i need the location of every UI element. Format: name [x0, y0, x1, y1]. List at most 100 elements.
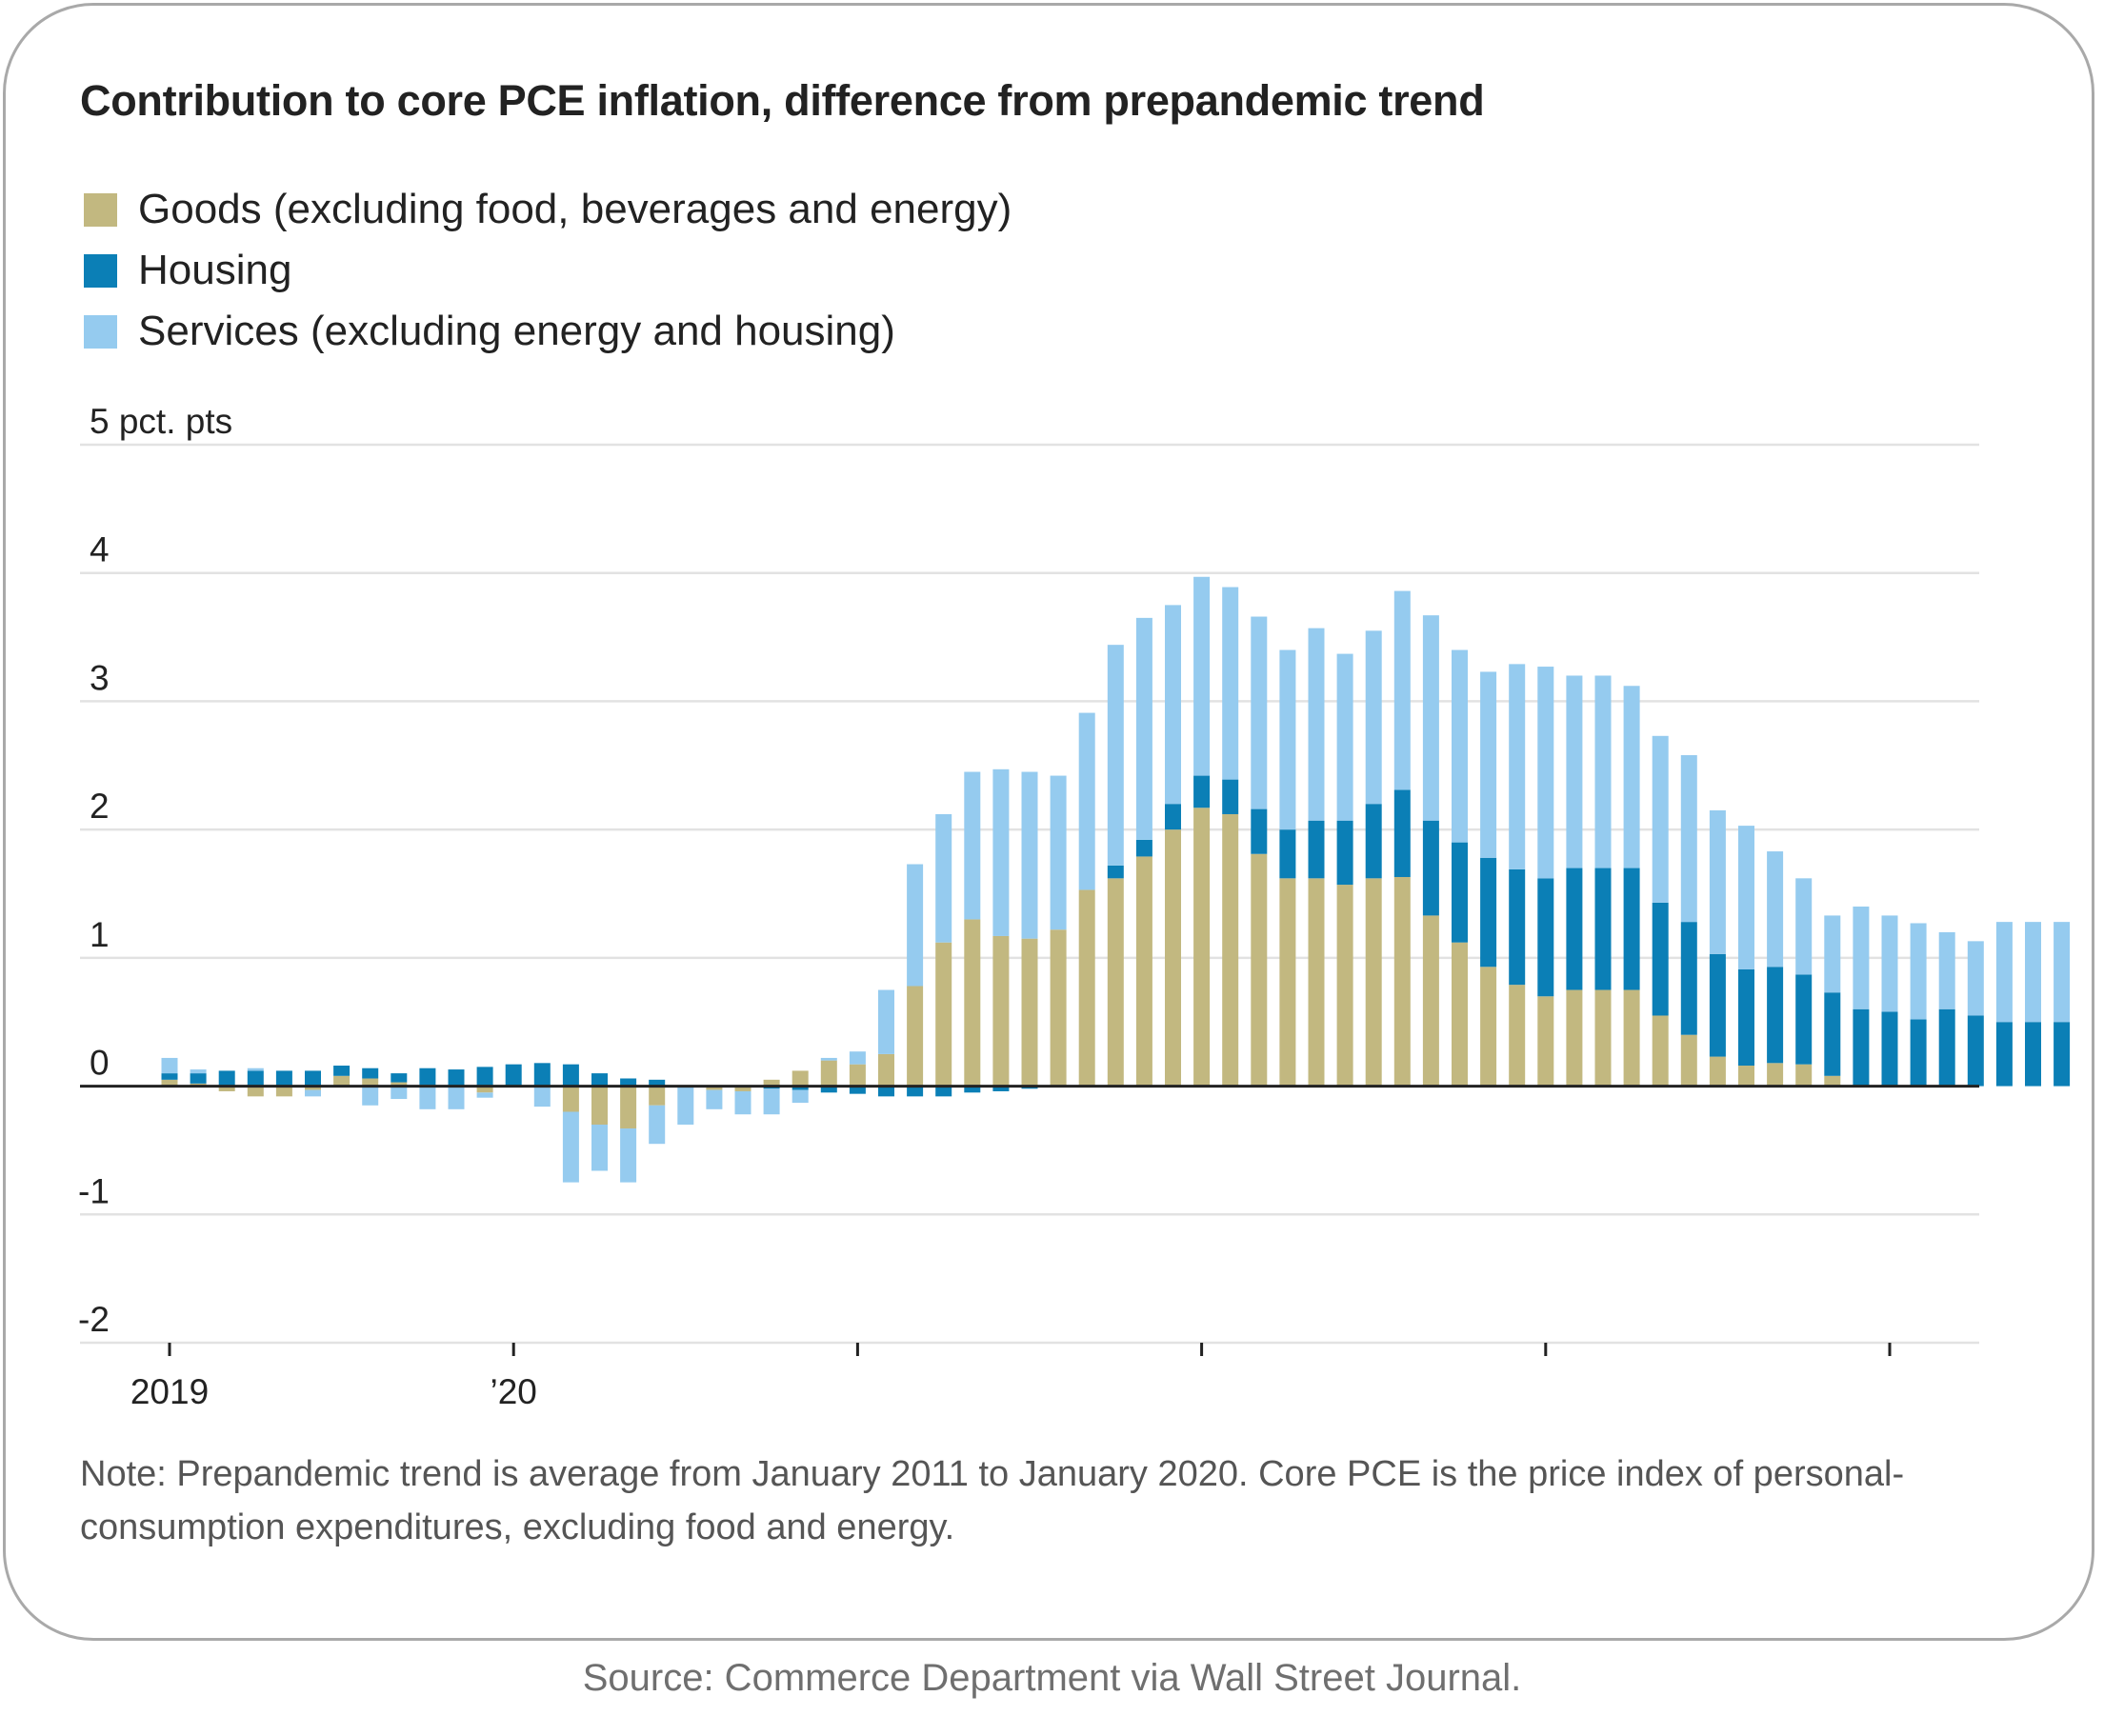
bar-segment [448, 1086, 465, 1109]
bar-segment [620, 1086, 637, 1129]
bar-segment [419, 1068, 436, 1086]
x-tick-label: 2019 [130, 1372, 209, 1411]
bar-segment [706, 1086, 723, 1090]
bar-segment [505, 1064, 522, 1087]
bar-segment [1853, 1008, 1870, 1087]
legend-label-services: Services (excluding energy and housing) [138, 308, 895, 354]
bar-segment [1336, 820, 1353, 886]
bar-segment [362, 1068, 379, 1079]
bar-segment [849, 1064, 866, 1087]
bar-segment [1680, 922, 1697, 1035]
bar-segment [1308, 820, 1325, 879]
bar-segment [1938, 1008, 1955, 1087]
bar-segment [1680, 1034, 1697, 1087]
legend: Goods (excluding food, beverages and ene… [84, 179, 1012, 362]
bar-segment [1452, 649, 1468, 843]
bar-segment [907, 1086, 924, 1097]
bar-segment [1251, 616, 1268, 809]
bar-segment [1853, 906, 1870, 1009]
bar-segment [1566, 989, 1583, 1087]
bar-segment [620, 1078, 637, 1087]
bar-segment [1594, 868, 1612, 990]
bar-segment [247, 1070, 264, 1087]
bar-segment [1824, 992, 1841, 1076]
legend-label-housing: Housing [138, 247, 292, 293]
bar-segment [1480, 967, 1497, 1087]
bar-segment [1824, 1075, 1841, 1087]
bar-segment [1251, 808, 1268, 854]
bar-segment [1021, 938, 1038, 1087]
bar-segment [1594, 675, 1612, 868]
bar-segment [1623, 989, 1640, 1087]
bar-segment [878, 989, 894, 1054]
bar-segment [419, 1086, 436, 1109]
x-tick-label: ’20 [491, 1372, 537, 1411]
bar-segment [2054, 1022, 2071, 1087]
bar-segment [1709, 1056, 1726, 1087]
legend-swatch-goods [84, 192, 117, 227]
bar-segment [964, 1086, 981, 1093]
bar-segment [1308, 628, 1325, 821]
y-tick-label: 2 [90, 787, 110, 826]
bar-segment [992, 935, 1010, 1087]
bar-segment [1452, 842, 1468, 943]
bar-segment [1393, 876, 1411, 1087]
bar-segment [907, 864, 924, 987]
bar-segment [1709, 809, 1726, 954]
bar-segment [1795, 1064, 1813, 1087]
bar-segment [161, 1073, 178, 1080]
bar-segment [620, 1128, 637, 1183]
bar-segment [1910, 923, 1927, 1020]
bar-segment [1566, 675, 1583, 868]
bar-segment [964, 919, 981, 1087]
bar-segment [1767, 967, 1784, 1064]
bar-segment [1537, 667, 1554, 879]
bar-segment [1767, 1063, 1784, 1087]
bar-segment [218, 1086, 235, 1091]
bar-segment [1537, 878, 1554, 997]
legend-item-services: Services (excluding energy and housing) [84, 301, 1012, 362]
bar-segment [1107, 878, 1124, 1087]
bar-segment [1078, 712, 1095, 890]
bar-segment [763, 1088, 780, 1115]
bar-segment [591, 1124, 608, 1171]
y-tick-label: -1 [78, 1171, 110, 1210]
bar-segment [1767, 851, 1784, 968]
bar-segment [649, 1105, 666, 1145]
y-tick-label: 0 [90, 1044, 110, 1083]
bar-segment [1480, 857, 1497, 968]
source-credit: Source: Commerce Department via Wall Str… [582, 1657, 1522, 1699]
bar-segment [1995, 922, 2013, 1023]
bar-segment [1995, 1022, 2013, 1087]
bar-segment [391, 1086, 408, 1100]
bar-segment [275, 1070, 292, 1087]
stacked-bar-chart: 5 pct. pts 4 3 2 1 0 -1 -2 2019 ’20 [78, 402, 2071, 1411]
bar-segment [1452, 942, 1468, 1087]
bar-segment [1537, 996, 1554, 1087]
y-tick-label: 1 [90, 915, 110, 954]
bar-segment [2025, 1022, 2041, 1087]
bar-segment [792, 1089, 809, 1104]
bar-segment [734, 1086, 751, 1091]
bar-segment [820, 1057, 837, 1061]
legend-item-housing: Housing [84, 240, 1012, 301]
bar-segment [1738, 968, 1754, 1067]
bar-segment [1165, 829, 1181, 1087]
bar-segment [1365, 804, 1382, 879]
legend-swatch-housing [84, 253, 117, 288]
bar-segment [820, 1060, 837, 1087]
bar-segment [1393, 789, 1411, 877]
bar-segment [448, 1069, 465, 1087]
bar-segment [792, 1086, 809, 1090]
y-tick-label: 3 [90, 658, 110, 697]
bar-segment [792, 1070, 809, 1087]
legend-swatch-services [84, 314, 117, 349]
y-tick-label: 5 pct. pts [90, 402, 232, 441]
bar-segment [849, 1086, 866, 1094]
bar-segment [1795, 878, 1813, 975]
bar-segment [1795, 974, 1813, 1065]
bar-segment [247, 1068, 264, 1071]
bar-segment [1680, 755, 1697, 923]
bar-segment [1422, 615, 1439, 821]
bar-segment [649, 1086, 666, 1106]
